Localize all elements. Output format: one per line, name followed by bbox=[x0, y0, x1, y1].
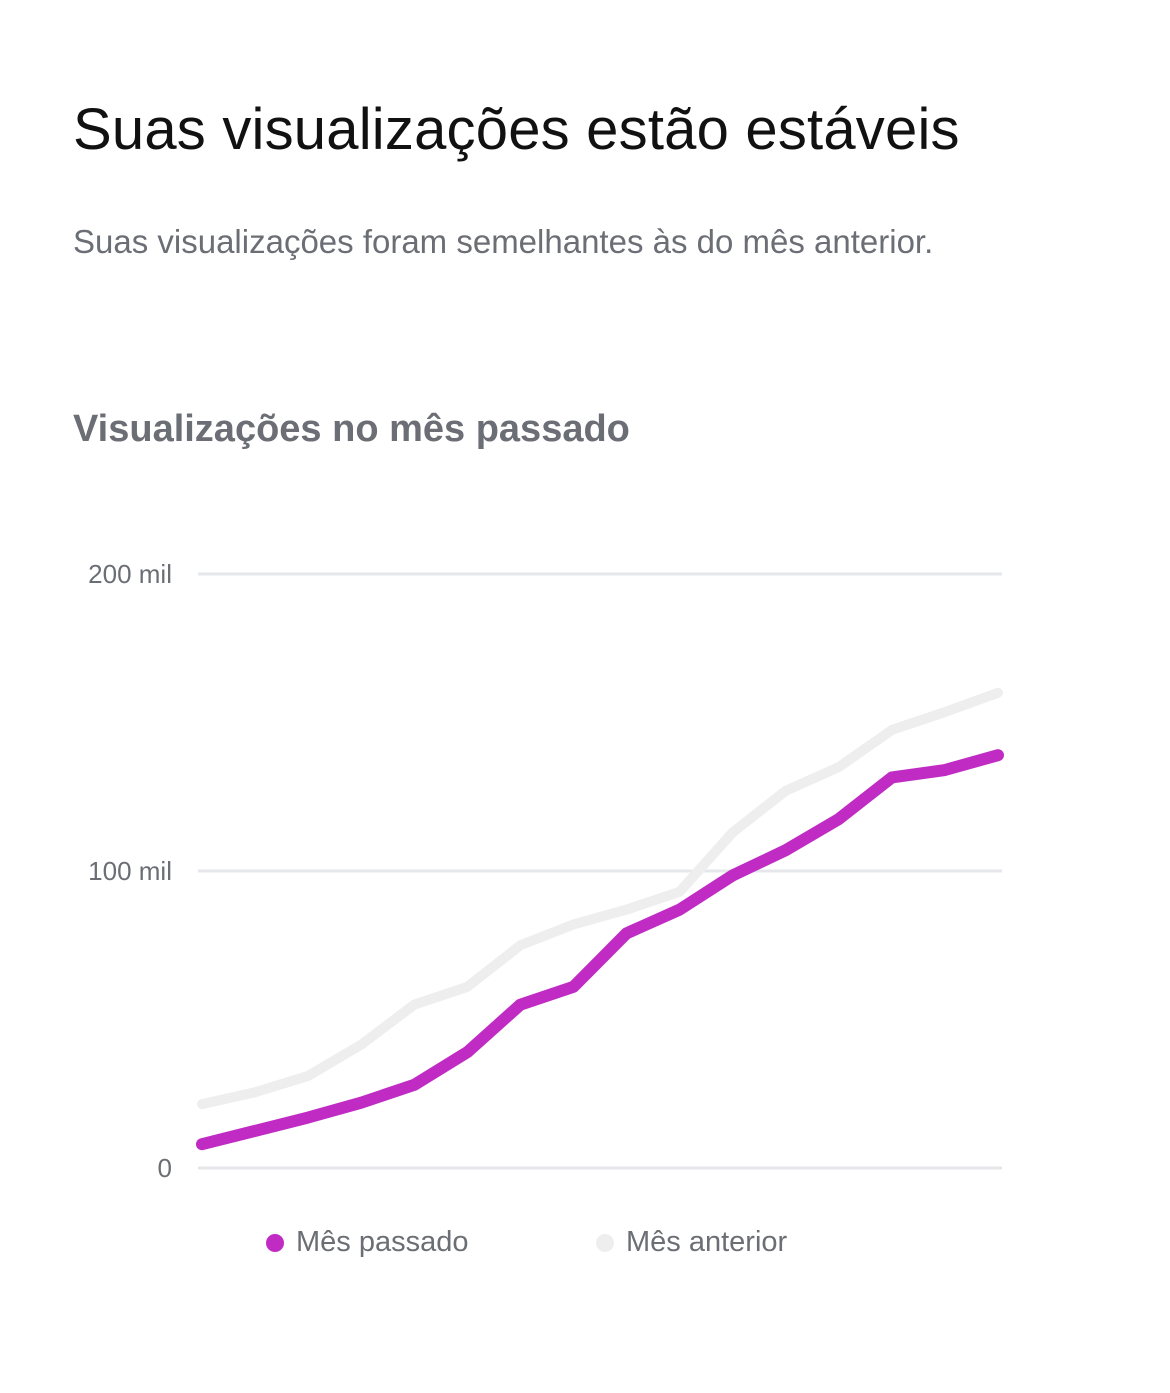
y-tick-label-1: 100 mil bbox=[88, 856, 172, 886]
series-line-previous-month bbox=[197, 687, 1003, 1110]
legend-dot-last-month-icon bbox=[266, 1233, 284, 1252]
y-tick-label-2: 200 mil bbox=[88, 559, 172, 589]
legend-dot-previous-month-icon bbox=[596, 1233, 614, 1252]
page-subtitle: Suas visualizações foram semelhantes às … bbox=[73, 223, 934, 260]
legend-item-last-month[interactable]: Mês passado bbox=[266, 1226, 469, 1259]
chart-title: Visualizações no mês passado bbox=[73, 408, 630, 450]
legend-label-last-month: Mês passado bbox=[296, 1226, 469, 1258]
y-tick-label-0: 0 bbox=[158, 1153, 172, 1183]
chart-legend: Mês passado Mês anterior bbox=[0, 1226, 1170, 1266]
legend-label-previous-month: Mês anterior bbox=[626, 1226, 788, 1258]
legend-item-previous-month[interactable]: Mês anterior bbox=[596, 1226, 787, 1259]
series-line-last-month bbox=[196, 749, 1004, 1151]
page-title: Suas visualizações estão estáveis bbox=[73, 97, 960, 162]
views-line-chart: 0 100 mil 200 mil bbox=[88, 559, 1004, 1183]
